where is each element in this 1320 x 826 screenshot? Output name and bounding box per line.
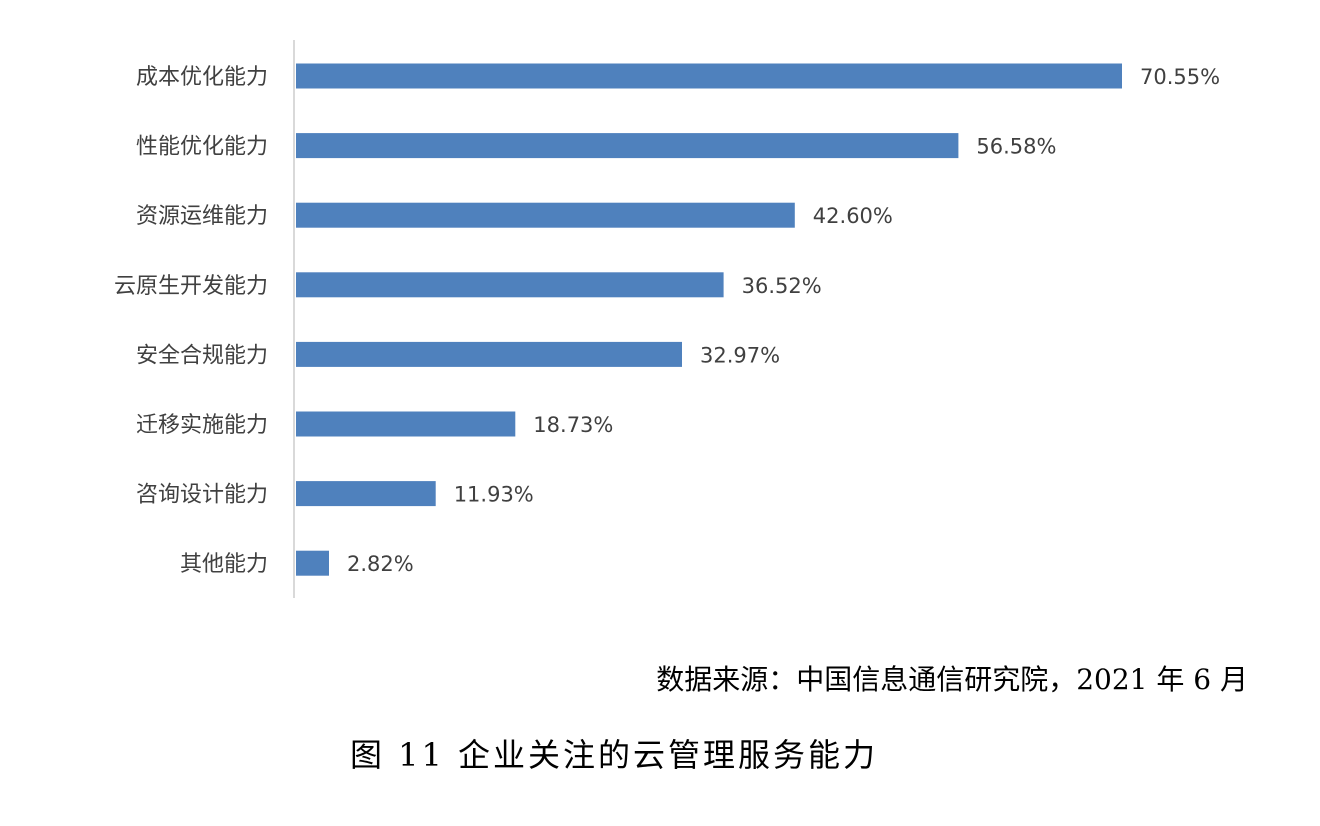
bar-8: [296, 550, 329, 576]
bar-3: [296, 202, 795, 228]
bar-4: [296, 272, 724, 298]
value-label-5: 32.97%: [700, 343, 780, 367]
category-label-6: 迁移实施能力: [136, 413, 268, 438]
category-label-7: 咨询设计能力: [136, 483, 268, 508]
category-label-2: 性能优化能力: [136, 135, 268, 160]
bar-5: [296, 341, 682, 367]
value-label-2: 56.58%: [976, 135, 1056, 159]
value-label-6: 18.73%: [533, 413, 613, 437]
bar-2: [296, 133, 959, 159]
category-label-8: 其他能力: [180, 552, 268, 577]
value-labels-group: 70.55% 56.58% 42.60% 36.52% 32.97% 18.73% 11.9…: [347, 65, 1220, 576]
value-label-3: 42.60%: [813, 204, 893, 228]
bar-6: [296, 411, 516, 437]
bar-7: [296, 481, 436, 507]
category-label-4: 云原生开发能力: [114, 274, 268, 299]
bar-1: [296, 63, 1122, 89]
category-labels-group: 成本优化能力性能优化能力资源运维能力云原生开发能力安全合规能力迁移实施能力咨询设…: [114, 65, 268, 577]
bars-group: [296, 63, 1122, 576]
data-source-note: 数据来源：中国信息通信研究院，2021 年 6 月: [656, 663, 1248, 696]
value-label-4: 36.52%: [742, 274, 822, 298]
value-label-7: 11.93%: [454, 483, 534, 507]
bar-chart: 成本优化能力性能优化能力资源运维能力云原生开发能力安全合规能力迁移实施能力咨询设…: [114, 40, 1220, 598]
value-label-8: 2.82%: [347, 552, 414, 576]
figure-caption: 图 11 企业关注的云管理服务能力: [349, 736, 879, 774]
category-label-1: 成本优化能力: [136, 65, 268, 90]
category-label-5: 安全合规能力: [136, 343, 268, 368]
category-label-3: 资源运维能力: [136, 204, 268, 229]
value-label-1: 70.55%: [1140, 65, 1220, 89]
